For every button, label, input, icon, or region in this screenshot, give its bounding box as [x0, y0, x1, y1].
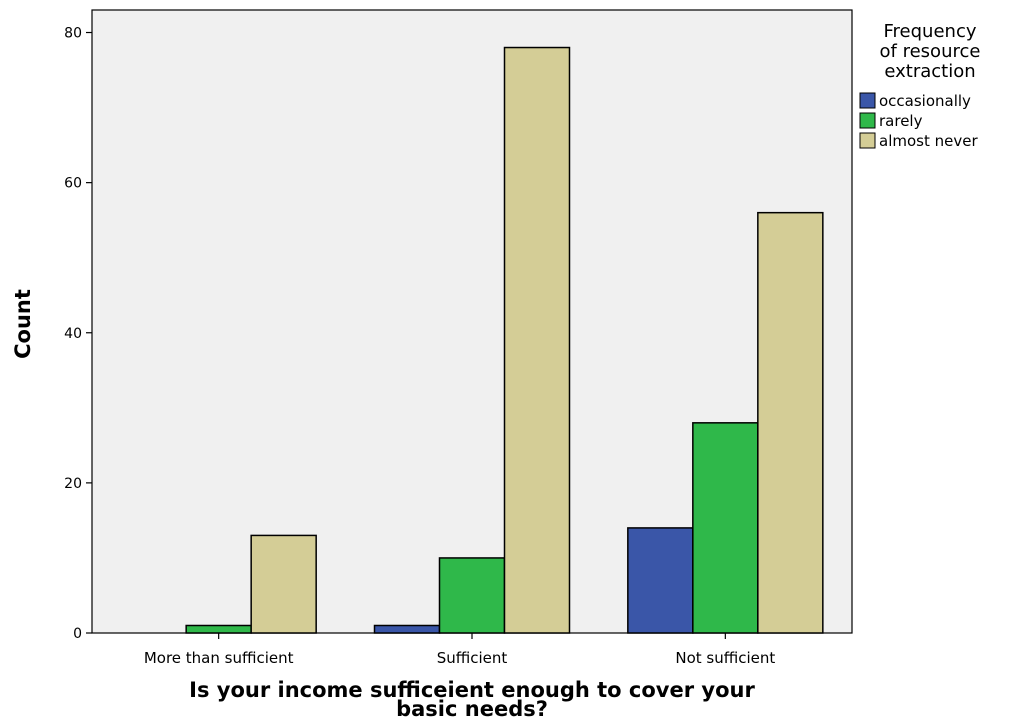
legend-swatch-1: [859, 112, 876, 129]
bar-0-2: [250, 534, 317, 634]
x-axis-title-line-1: Is your income sufficeient enough to cov…: [189, 678, 755, 702]
legend-items: occasionally rarely almost never: [859, 92, 978, 150]
bar-1-1: [438, 557, 506, 634]
bar-0-1: [185, 624, 252, 634]
legend-title-line-3: extraction: [884, 61, 975, 82]
x-axis-title-line-2: basic needs?: [396, 697, 548, 721]
legend-label-2: almost never: [879, 132, 978, 150]
legend-title-line-1: Frequency: [884, 21, 977, 42]
y-axis-title: Count: [11, 289, 35, 359]
legend: Frequency of resource extraction occasio…: [859, 21, 981, 150]
x-tick-label-0: More than sufficient: [144, 649, 294, 667]
legend-swatch-0: [859, 92, 876, 109]
y-tick-label-1: 20: [64, 476, 82, 492]
bar-2-2: [757, 211, 824, 634]
bar-1-0: [373, 624, 441, 634]
bar-2-1: [692, 422, 759, 634]
y-tick-label-4: 80: [64, 26, 82, 42]
bar-1-2: [503, 46, 571, 634]
bars-layer: [185, 46, 824, 634]
legend-label-1: rarely: [879, 112, 923, 130]
legend-label-0: occasionally: [879, 92, 971, 110]
y-tick-label-0: 0: [73, 626, 82, 642]
legend-title-line-2: of resource: [880, 41, 981, 62]
x-tick-label-2: Not sufficient: [675, 649, 775, 667]
y-axis: 0 20 40 60 80: [64, 26, 92, 642]
y-tick-label-3: 60: [64, 176, 82, 192]
bar-2-0: [627, 527, 694, 634]
x-tick-label-1: Sufficient: [437, 649, 508, 667]
y-tick-label-2: 40: [64, 326, 82, 342]
x-axis: More than sufficient Sufficient Not suffic…: [144, 633, 775, 667]
legend-swatch-2: [859, 132, 876, 149]
